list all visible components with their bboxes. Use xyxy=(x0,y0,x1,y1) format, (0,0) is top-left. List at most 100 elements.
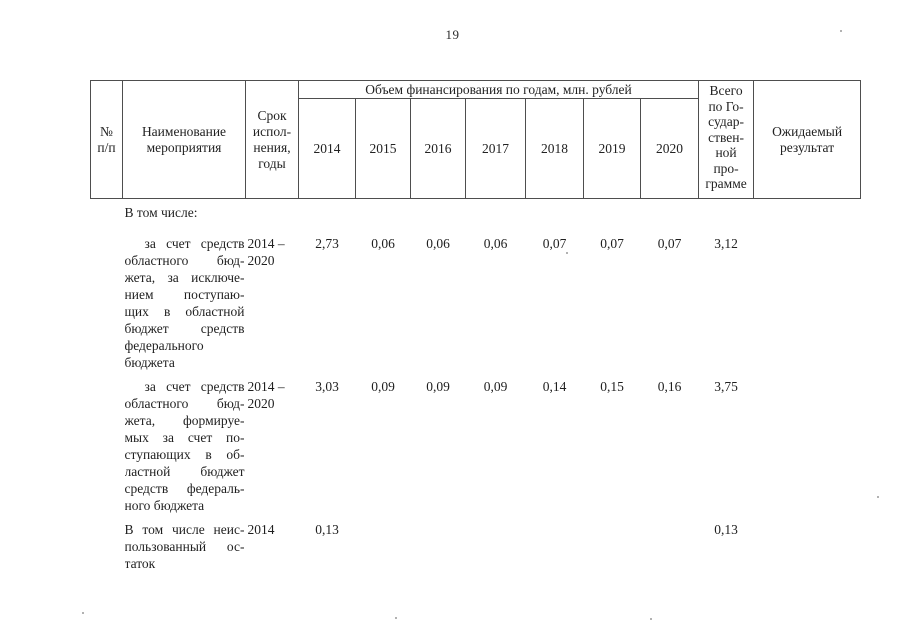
header-line: ной xyxy=(715,145,737,160)
activity-name-line: мых за счет по- xyxy=(124,430,245,445)
col-header-activity-name: Наименование мероприятия xyxy=(122,80,246,199)
term-line: 2014 – xyxy=(247,236,285,251)
col-header-financing-span: Объем финансирования по годам, млн. рубл… xyxy=(297,80,700,99)
activity-name-line: нием поступаю- xyxy=(124,287,245,302)
value-cell-2017: 0,06 xyxy=(483,236,508,251)
activity-name-line: федерального xyxy=(124,338,204,353)
activity-name-line: за счет средств xyxy=(144,379,245,394)
header-top-row: № п/п Наименование мероприятия Срок испол-н… xyxy=(90,80,862,199)
financing-table: № п/п Наименование мероприятия Срок испол-н… xyxy=(90,80,862,573)
value-cell-2020: 0,07 xyxy=(657,236,682,251)
header-line: судар- xyxy=(708,114,744,129)
expected-result-cell xyxy=(754,199,861,229)
header-line: Наименование xyxy=(141,123,227,139)
total-value-cell: 3,12 xyxy=(714,236,738,251)
year-header-2019: 2019 xyxy=(583,98,641,199)
value-cell-2015: 0,09 xyxy=(371,379,395,394)
table-header: № п/п Наименование мероприятия Срок испол-н… xyxy=(90,80,862,199)
header-line: Всего xyxy=(709,83,743,98)
value-cell-2019: 0,15 xyxy=(600,379,624,394)
table-row: за счет средств областного бюд-жета, форм… xyxy=(91,371,861,514)
activity-name-line: жета, за исключе- xyxy=(124,270,245,285)
header-line: по Го- xyxy=(708,98,744,114)
term-cell xyxy=(246,199,299,229)
activity-name-cell: за счет средств областного бюд-жета, форм… xyxy=(123,371,246,514)
term-line: 2014 xyxy=(247,522,275,537)
activity-name-cell: В том числе неис-пользованный ос-таток xyxy=(123,514,246,572)
value-cell-2018 xyxy=(526,199,584,229)
header-line: результат xyxy=(780,139,835,155)
year-header-2015: 2015 xyxy=(355,98,411,199)
value-cell-2016: 0,06 xyxy=(426,236,450,251)
expected-result-cell xyxy=(754,514,861,572)
value-cell-2015: 0,06 xyxy=(371,236,395,251)
term-line: 2020 xyxy=(247,396,275,411)
scan-speck xyxy=(877,496,879,498)
term-line: 2020 xyxy=(247,253,275,268)
header-line: нения, xyxy=(253,139,291,155)
value-cell-2014: 0,13 xyxy=(315,522,339,537)
activity-name-line: бюджета xyxy=(124,355,175,370)
header-line: мероприятия xyxy=(146,139,222,155)
row-number-cell xyxy=(91,371,123,514)
total-value-cell: 3,75 xyxy=(714,379,738,394)
header-line: грамме xyxy=(705,176,747,191)
value-cell-2016 xyxy=(411,514,466,572)
term-cell: 2014 – 2020 xyxy=(246,228,299,371)
activity-name-line: средств федераль- xyxy=(124,481,245,496)
row-number-cell xyxy=(91,514,123,572)
value-cell-2019 xyxy=(584,199,641,229)
value-cell-2020: 0,16 xyxy=(657,379,682,394)
term-cell: 2014 – 2020 xyxy=(246,371,299,514)
table-row: В том числе: xyxy=(91,199,861,229)
table-row: В том числе неис-пользованный ос-таток 20… xyxy=(91,514,861,572)
scan-speck xyxy=(566,252,568,254)
value-cell-2018: 0,14 xyxy=(542,379,567,394)
activity-name-line: таток xyxy=(124,556,156,571)
header-line: Срок xyxy=(257,107,287,123)
row-number-cell xyxy=(91,228,123,371)
activity-name-line: ступающих в об- xyxy=(124,447,245,462)
col-header-term: Срок испол-нения, годы xyxy=(245,80,299,199)
scan-speck xyxy=(395,617,397,619)
activity-name-cell: В том числе: xyxy=(123,199,246,229)
row-number-cell xyxy=(91,199,123,229)
scan-speck xyxy=(82,612,84,614)
table-row: за счет средств областного бюд-жета, за и… xyxy=(91,228,861,371)
value-cell-2020 xyxy=(641,514,699,572)
value-cell-2018 xyxy=(526,514,584,572)
year-header-row: 2014 2015 2016 2017 2018 2019 2020 xyxy=(91,98,861,199)
year-header-2020: 2020 xyxy=(639,98,700,199)
header-line: Ожидаемый xyxy=(772,123,843,139)
activity-name-cell: за счет средств областного бюд-жета, за и… xyxy=(123,228,246,371)
activity-name-line: пользованный ос- xyxy=(124,539,245,554)
page-number: 19 xyxy=(445,27,460,42)
value-cell-2015 xyxy=(356,199,411,229)
value-cell-2017 xyxy=(466,514,526,572)
table-body: В том числе: за счет средств областного бю… xyxy=(91,199,861,573)
header-line: про- xyxy=(713,160,739,176)
value-cell-2019: 0,07 xyxy=(600,236,624,251)
scan-speck xyxy=(650,618,652,620)
header-line: № xyxy=(100,123,113,139)
activity-name-line: областного бюд- xyxy=(124,396,245,411)
year-header-2014: 2014 xyxy=(298,98,356,199)
activity-name-line: В том числе неис- xyxy=(124,522,245,537)
col-header-total: Всего по Го-судар-ствен-ной про-грамме xyxy=(698,80,755,199)
value-cell-2020 xyxy=(641,199,699,229)
term-line: 2014 – xyxy=(247,379,285,394)
term-cell: 2014 xyxy=(246,514,299,572)
activity-name-line: за счет средств xyxy=(144,236,245,251)
total-value-cell xyxy=(699,199,754,229)
value-cell-2016: 0,09 xyxy=(426,379,450,394)
header-line: ствен- xyxy=(708,129,745,145)
activity-name-line: областного бюд- xyxy=(124,253,245,268)
value-cell-2016 xyxy=(411,199,466,229)
activity-name-line: В том числе: xyxy=(124,205,198,220)
expected-result-cell xyxy=(754,228,861,371)
activity-name-line: жета, формируе- xyxy=(124,413,245,428)
expected-result-cell xyxy=(754,371,861,514)
value-cell-2014 xyxy=(299,199,356,229)
total-value-cell: 0,13 xyxy=(714,522,738,537)
